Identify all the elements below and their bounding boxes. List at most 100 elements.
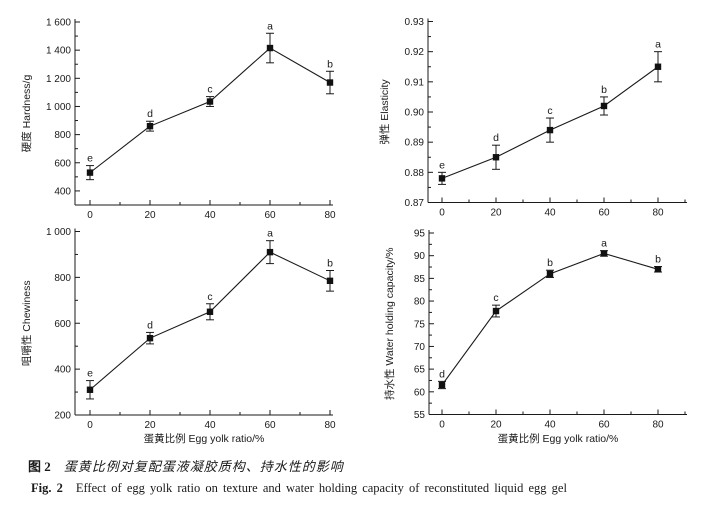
y-tick-label: 90 [414, 251, 426, 262]
data-point-marker [438, 381, 446, 389]
data-point-marker [600, 250, 608, 257]
data-point-marker [266, 44, 274, 52]
x-tick-label: 80 [652, 208, 664, 219]
data-point-marker [546, 126, 554, 134]
y-tick-label: 0.92 [405, 47, 425, 58]
x-tick-label: 80 [652, 420, 664, 431]
y-tick-label: 1 000 [46, 227, 71, 238]
data-point-marker [326, 79, 334, 86]
caption-en-label: Fig. 2 [31, 481, 63, 495]
y-tick-label: 0.87 [405, 198, 425, 209]
x-tick-label: 60 [264, 210, 276, 221]
significance-letter: d [493, 132, 499, 144]
data-point-marker [492, 154, 500, 161]
data-point-marker [600, 102, 608, 110]
data-point-marker [206, 308, 214, 315]
axes [427, 18, 687, 203]
significance-letter: e [87, 368, 93, 380]
significance-letter: d [439, 368, 445, 380]
x-tick-label: 20 [490, 208, 502, 219]
significance-letter: d [147, 319, 153, 331]
x-axis-title: 蛋黄比例 Egg yolk ratio/% [498, 432, 619, 445]
axes [74, 19, 333, 206]
y-axis-title: 持水性 Water holding capacity/% [383, 247, 396, 400]
data-point-marker [206, 98, 214, 105]
y-tick-label: 600 [54, 319, 71, 330]
significance-letter: c [493, 292, 498, 304]
significance-letter: b [327, 58, 333, 70]
y-tick-label: 95 [414, 229, 426, 240]
chart-elasticity: 0.87 0.88 0.89 0.90 0.91 0.92 0.93 0 20 40 60 80 弹性 … [378, 17, 687, 219]
data-point-marker [654, 63, 662, 70]
y-tick-label: 0.91 [405, 77, 425, 88]
caption-cn-text: 蛋黄比例对复配蛋液凝胶质构、持水性的影响 [63, 459, 344, 474]
significance-letter: b [601, 84, 607, 96]
y-tick-label: 1 400 [46, 46, 71, 57]
significance-letter: b [547, 257, 553, 269]
y-tick-label: 1 600 [46, 18, 71, 29]
y-tick-label: 600 [54, 158, 71, 169]
y-tick-label: 1 000 [46, 102, 71, 113]
data-point-marker [492, 307, 500, 315]
y-tick-label: 200 [54, 411, 71, 422]
caption-chinese: 图 2 蛋黄比例对复配蛋液凝胶质构、持水性的影响 [28, 456, 344, 475]
significance-letter: c [207, 84, 212, 96]
data-point-marker [146, 122, 154, 130]
axes [74, 228, 333, 416]
significance-letter: a [267, 228, 273, 240]
y-axis-title: 弹性 Elasticity [378, 79, 391, 145]
data-point-marker [654, 266, 662, 273]
x-tick-label: 0 [87, 210, 93, 221]
caption-cn-label: 图 2 [28, 459, 51, 474]
significance-letter: e [87, 153, 93, 165]
data-line [89, 47, 331, 174]
chart-hardness: 400 600 800 1 000 1 200 1 400 1 600 0 20 40 60 80 硬度… [20, 18, 336, 222]
x-tick-label: 20 [490, 420, 502, 431]
significance-letter: a [601, 238, 607, 250]
y-tick-label: 75 [414, 319, 426, 330]
y-tick-label: 0.88 [405, 168, 425, 179]
data-point-marker [546, 270, 554, 278]
y-tick-label: 65 [414, 365, 426, 376]
x-tick-label: 40 [544, 420, 556, 431]
y-tick-label: 800 [54, 273, 71, 284]
data-line [89, 251, 331, 391]
caption-en-text: Effect of egg yolk ratio on texture and … [75, 481, 567, 495]
x-tick-label: 80 [324, 420, 336, 431]
x-tick-label: 60 [598, 208, 610, 219]
y-tick-label: 80 [414, 297, 426, 308]
y-tick-label: 0.89 [405, 138, 425, 149]
data-point-marker [86, 386, 94, 393]
x-tick-label: 60 [264, 420, 276, 431]
x-axis-title: 蛋黄比例 Egg yolk ratio/% [144, 432, 265, 445]
x-tick-label: 20 [144, 420, 156, 431]
y-tick-label: 55 [414, 410, 426, 421]
y-tick-label: 60 [414, 387, 426, 398]
y-tick-label: 400 [54, 186, 71, 197]
y-tick-label: 70 [414, 342, 426, 353]
data-point-marker [86, 169, 94, 176]
data-point-marker [266, 248, 274, 256]
significance-letter: e [439, 159, 445, 171]
x-tick-label: 0 [87, 420, 93, 431]
significance-letter: b [655, 254, 661, 266]
data-point-marker [438, 175, 446, 182]
significance-letter: c [207, 291, 212, 303]
x-tick-label: 0 [439, 420, 445, 431]
x-tick-label: 80 [324, 210, 336, 221]
x-tick-label: 20 [144, 210, 156, 221]
chart-chewiness: 200 400 600 800 1 000 0 20 40 60 80 咀嚼性 Chewiness 蛋… [20, 227, 336, 445]
x-tick-label: 0 [439, 208, 445, 219]
x-tick-label: 40 [544, 208, 556, 219]
x-tick-label: 40 [204, 420, 216, 431]
data-point-marker [326, 277, 334, 285]
data-point-marker [146, 334, 154, 342]
y-axis-title: 咀嚼性 Chewiness [20, 280, 33, 366]
significance-letter: a [655, 39, 661, 51]
caption-english: Fig. 2 Effect of egg yolk ratio on textur… [31, 481, 567, 496]
significance-letter: c [547, 105, 552, 117]
significance-letter: a [267, 20, 273, 32]
significance-letter: d [147, 108, 153, 120]
chart-water-holding-capacity: 55 60 65 70 75 80 85 90 95 0 20 40 60 80 持水性 Water hol… [383, 229, 687, 445]
